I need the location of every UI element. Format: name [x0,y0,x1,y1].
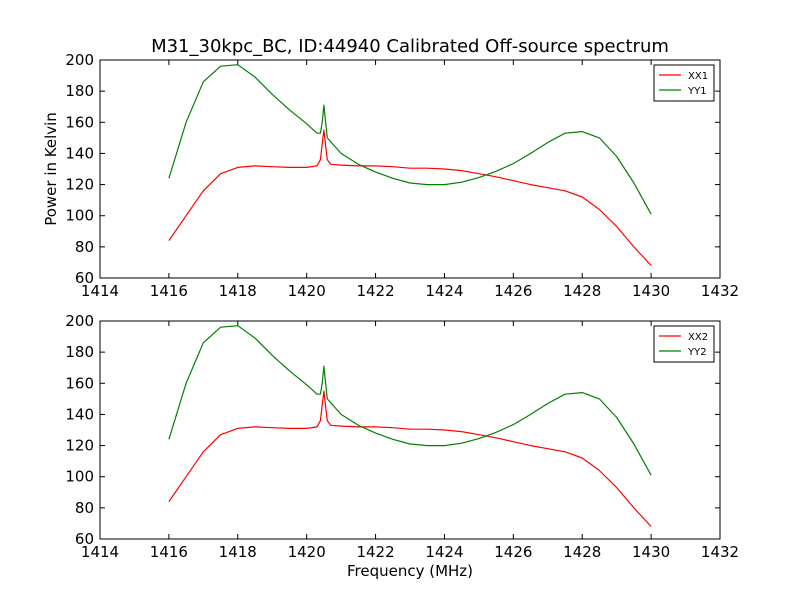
bottom-y-tick-label: 200 [65,312,94,330]
bottom-x-tick-label: 1432 [701,543,739,561]
bottom-legend-label-yy2: YY2 [687,347,707,358]
bottom-x-tick-label: 1418 [219,543,257,561]
bottom-x-tick-label: 1424 [425,543,463,561]
top-legend-label-xx1: XX1 [688,71,708,82]
top-legend-label-yy1: YY1 [687,86,707,97]
top-y-tick-label: 100 [65,207,94,225]
top-legend [653,64,715,102]
top-plot-frame [99,59,721,279]
bottom-x-tick-label: 1416 [150,543,188,561]
bottom-x-tick-label: 1422 [356,543,394,561]
top-x-tick-label: 1430 [632,282,670,300]
bottom-legend-label-xx2: XX2 [688,332,708,343]
top-x-tick-label: 1428 [563,282,601,300]
top-x-tick-label: 1422 [356,282,394,300]
top-series-yy1-line [168,64,652,215]
bottom-y-tick-label: 100 [65,468,94,486]
bottom-x-axis-label: Frequency (MHz) [347,562,473,580]
bottom-x-tick-label: 1428 [563,543,601,561]
top-y-tick-label: 120 [65,176,94,194]
top-y-tick-label: 200 [65,51,94,69]
top-x-tick-label: 1432 [701,282,739,300]
top-y-tick-label: 80 [75,238,94,256]
top-x-tick-label: 1426 [494,282,532,300]
top-x-tick-label: 1416 [150,282,188,300]
bottom-x-tick-label: 1430 [632,543,670,561]
bottom-y-tick-label: 160 [65,374,94,392]
bottom-panel: 1414 1416 1418 1420 1422 1424 1426 1428 1430 1432… [65,312,739,580]
top-y-tick-label: 140 [65,144,94,162]
top-y-tick-label: 60 [75,269,94,287]
top-panel: 1414 1416 1418 1420 1422 1424 1426 1428 1430 1432… [42,51,739,300]
top-y-tick-label: 160 [65,113,94,131]
bottom-y-tick-label: 80 [75,499,94,517]
bottom-x-tick-label: 1426 [494,543,532,561]
bottom-y-tick-label: 180 [65,343,94,361]
top-y-axis-label: Power in Kelvin [42,112,60,226]
bottom-x-tick-label: 1420 [288,543,326,561]
bottom-y-tick-label: 140 [65,405,94,423]
bottom-y-tick-label: 120 [65,437,94,455]
bottom-legend [653,325,715,363]
bottom-y-tick-label: 60 [75,530,94,548]
top-x-tick-label: 1420 [288,282,326,300]
bottom-plot-frame [99,320,721,540]
top-y-tick-label: 180 [65,82,94,100]
top-series-xx1-line [168,129,652,266]
top-x-tick-label: 1414 [81,282,119,300]
bottom-x-tick-label: 1414 [81,543,119,561]
chart-title: M31_30kpc_BC, ID:44940 Calibrated Off-so… [151,36,669,57]
bottom-series-xx2-line [168,390,652,527]
top-x-tick-label: 1424 [425,282,463,300]
top-x-tick-label: 1418 [219,282,257,300]
bottom-series-yy2-line [168,325,652,476]
